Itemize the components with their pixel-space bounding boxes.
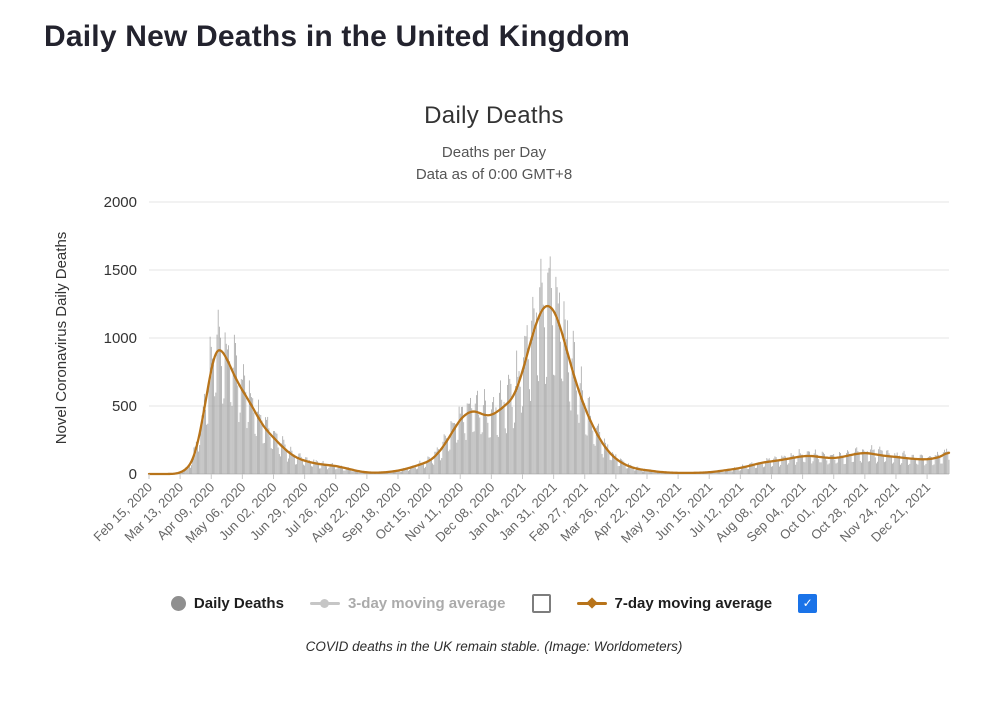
legend-item-daily-deaths[interactable]: Daily Deaths <box>170 594 284 612</box>
legend-item-7day-moving-average[interactable]: 7-day moving average <box>576 594 773 612</box>
7day-moving-average-line <box>147 304 951 475</box>
image-caption: COVID deaths in the UK remain stable. (I… <box>305 638 683 654</box>
3day-average-checkbox[interactable] <box>531 593 551 613</box>
y-axis-labels: 0 500 1000 1500 2000 <box>104 194 137 483</box>
svg-text:1500: 1500 <box>104 262 137 279</box>
svg-text:2000: 2000 <box>104 194 137 211</box>
7day-average-checkbox[interactable] <box>798 593 818 613</box>
y-axis-title: Novel Coronavirus Daily Deaths <box>53 231 70 444</box>
daily-deaths-bars <box>170 255 950 474</box>
svg-text:1000: 1000 <box>104 330 137 347</box>
legend-label-7day-moving-average: 7-day moving average <box>614 594 773 612</box>
chart-subtitle-line2: Data as of 0:00 GMT+8 <box>415 165 573 183</box>
chart-legend: Daily Deaths 3-day moving average 7-day … <box>34 593 954 613</box>
svg-text:500: 500 <box>112 398 137 415</box>
page-title: Daily New Deaths in the United Kingdom <box>44 20 630 53</box>
chart-subtitle-line1: Deaths per Day <box>441 144 547 161</box>
chart-container: Daily Deaths Deaths per Day Data as of 0… <box>34 102 954 613</box>
daily-deaths-marker-icon <box>170 595 186 611</box>
legend-label-daily-deaths: Daily Deaths <box>193 594 284 612</box>
chart-title: Daily Deaths <box>424 102 564 129</box>
legend-item-3day-moving-average[interactable]: 3-day moving average <box>309 594 506 612</box>
daily-deaths-chart: 0 500 1000 1500 2000 Novel Coronavirus Daily … <box>53 194 951 545</box>
3day-average-marker-icon <box>309 596 340 611</box>
7day-average-marker-icon <box>576 596 607 611</box>
svg-text:0: 0 <box>129 466 137 483</box>
legend-label-3day-moving-average: 3-day moving average <box>347 594 506 612</box>
